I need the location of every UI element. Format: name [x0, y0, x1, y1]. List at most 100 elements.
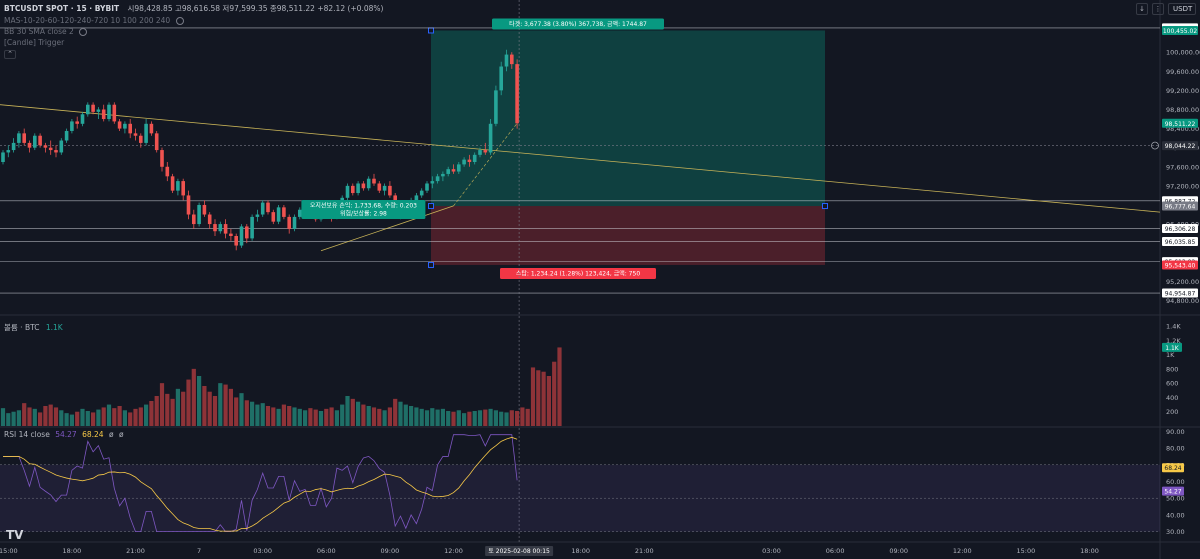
candle-body — [515, 64, 519, 124]
candle-body — [483, 150, 488, 153]
indicator-trigger-legend[interactable]: [Candle] Trigger — [4, 38, 64, 47]
volume-bar — [149, 401, 154, 426]
volume-bar — [181, 391, 186, 426]
candle-body — [54, 150, 58, 153]
volume-bar — [85, 411, 90, 426]
tradingview-logo: TV — [6, 528, 24, 542]
volume-bar — [366, 406, 371, 426]
candle-body — [128, 123, 132, 134]
volume-bar — [202, 386, 207, 426]
candle-body — [276, 207, 281, 222]
top-right-toolbar: ↓ ⋮ USDT — [1136, 3, 1196, 15]
time-tick-label: 21:00 — [635, 547, 654, 555]
candle-body — [266, 202, 270, 213]
candle-body — [202, 204, 207, 215]
candle-body — [361, 183, 366, 189]
target-label-text: 타겟: 3,677.38 (3.80%) 367,738, 금액: 1744.8… — [509, 20, 647, 28]
volume-bar — [11, 411, 16, 426]
volume-tick-label: 400 — [1166, 394, 1178, 402]
volume-tick-label: 600 — [1166, 380, 1178, 388]
candle-body — [149, 123, 154, 134]
price-tag-label: 96,035.85 — [1165, 239, 1196, 246]
candle-body — [271, 212, 276, 222]
volume-bar — [91, 412, 96, 426]
position-handle — [428, 27, 434, 34]
price-tag-bg — [1162, 236, 1198, 246]
candle-body — [207, 214, 212, 225]
price-tag-bg — [1162, 224, 1198, 234]
candle-body — [144, 123, 148, 143]
candle-body — [86, 104, 90, 115]
volume-bar — [467, 411, 472, 426]
candle-body — [197, 204, 201, 225]
stop-label: 스탑: 1,234.24 (1.28%) 123,424, 금액: 750 — [500, 267, 656, 279]
candle-body — [170, 176, 175, 191]
candle-body — [117, 121, 122, 129]
price-tag-label: 98,044.22 — [1165, 143, 1196, 150]
volume-tick-label: 1.4K — [1166, 323, 1181, 331]
menu-icon[interactable]: ⋮ — [1152, 3, 1164, 15]
volume-bar — [446, 411, 451, 426]
volume-value: 1.1K — [45, 323, 63, 332]
candle-body — [419, 190, 424, 196]
volume-bar — [546, 376, 551, 426]
candle-body — [101, 109, 106, 120]
volume-bar — [398, 401, 403, 426]
price-tag-label: 95,543.40 — [1165, 262, 1196, 269]
candle-body — [239, 226, 244, 246]
volume-bar — [303, 410, 308, 426]
download-icon[interactable]: ↓ — [1136, 3, 1148, 15]
volume-bar — [435, 409, 440, 426]
candle-body — [467, 159, 472, 162]
price-tick-label: 94,800.00 — [1166, 297, 1199, 305]
volume-bar — [32, 408, 37, 426]
candle-body — [80, 114, 85, 124]
candle-body — [75, 121, 79, 124]
rsi-tick-label: 90.00 — [1166, 428, 1185, 436]
volume-bar — [451, 411, 456, 426]
rsi-tick-label: 30.00 — [1166, 528, 1185, 536]
time-tick-label: 21:00 — [126, 547, 145, 555]
eye-icon[interactable] — [175, 17, 184, 25]
stop-label-text: 스탑: 1,234.24 (1.28%) 123,424, 금액: 750 — [516, 269, 640, 277]
volume-bar — [409, 406, 414, 426]
volume-bar — [191, 368, 196, 426]
candle-body — [192, 214, 196, 225]
volume-tag-bg — [1162, 342, 1182, 352]
eye-icon[interactable] — [79, 28, 88, 36]
candle-body — [298, 209, 302, 217]
candle-body — [139, 135, 143, 143]
candle-body — [213, 224, 217, 232]
candle-body — [366, 178, 371, 189]
rsi-ma-line — [3, 436, 518, 532]
candle-body — [11, 142, 16, 151]
candle-body — [457, 164, 461, 172]
volume-bar — [483, 409, 488, 426]
candle-body — [70, 121, 74, 131]
volume-bar — [175, 388, 180, 426]
collapse-legend-button[interactable]: ⌃ — [4, 50, 16, 59]
volume-bar — [515, 411, 520, 426]
volume-bar — [356, 401, 361, 426]
rsi-value-4: ø — [118, 430, 124, 439]
currency-selector[interactable]: USDT — [1168, 3, 1196, 15]
candle-body — [510, 54, 514, 65]
candle-body — [160, 150, 164, 167]
time-tick-label: 09:00 — [381, 547, 400, 555]
volume-bar — [499, 411, 504, 426]
time-tick-label: 7 — [197, 547, 201, 555]
volume-tag-label: 1.1K — [1165, 345, 1180, 352]
price-tag-label: 94,954.87 — [1165, 291, 1196, 298]
volume-bar — [488, 408, 493, 426]
price-tag-bg — [1162, 288, 1198, 298]
indicator-bb-legend[interactable]: BB 30 SMA close 2 — [4, 27, 88, 36]
volume-bar — [154, 396, 159, 426]
volume-bar — [112, 408, 117, 426]
candle-body — [33, 135, 37, 148]
indicator-ma-legend[interactable]: MAS-10-20-60-120-240-720 10 100 200 240 — [4, 16, 184, 25]
volume-bar — [430, 408, 435, 426]
volume-bar — [38, 412, 43, 426]
volume-bar — [520, 407, 525, 426]
